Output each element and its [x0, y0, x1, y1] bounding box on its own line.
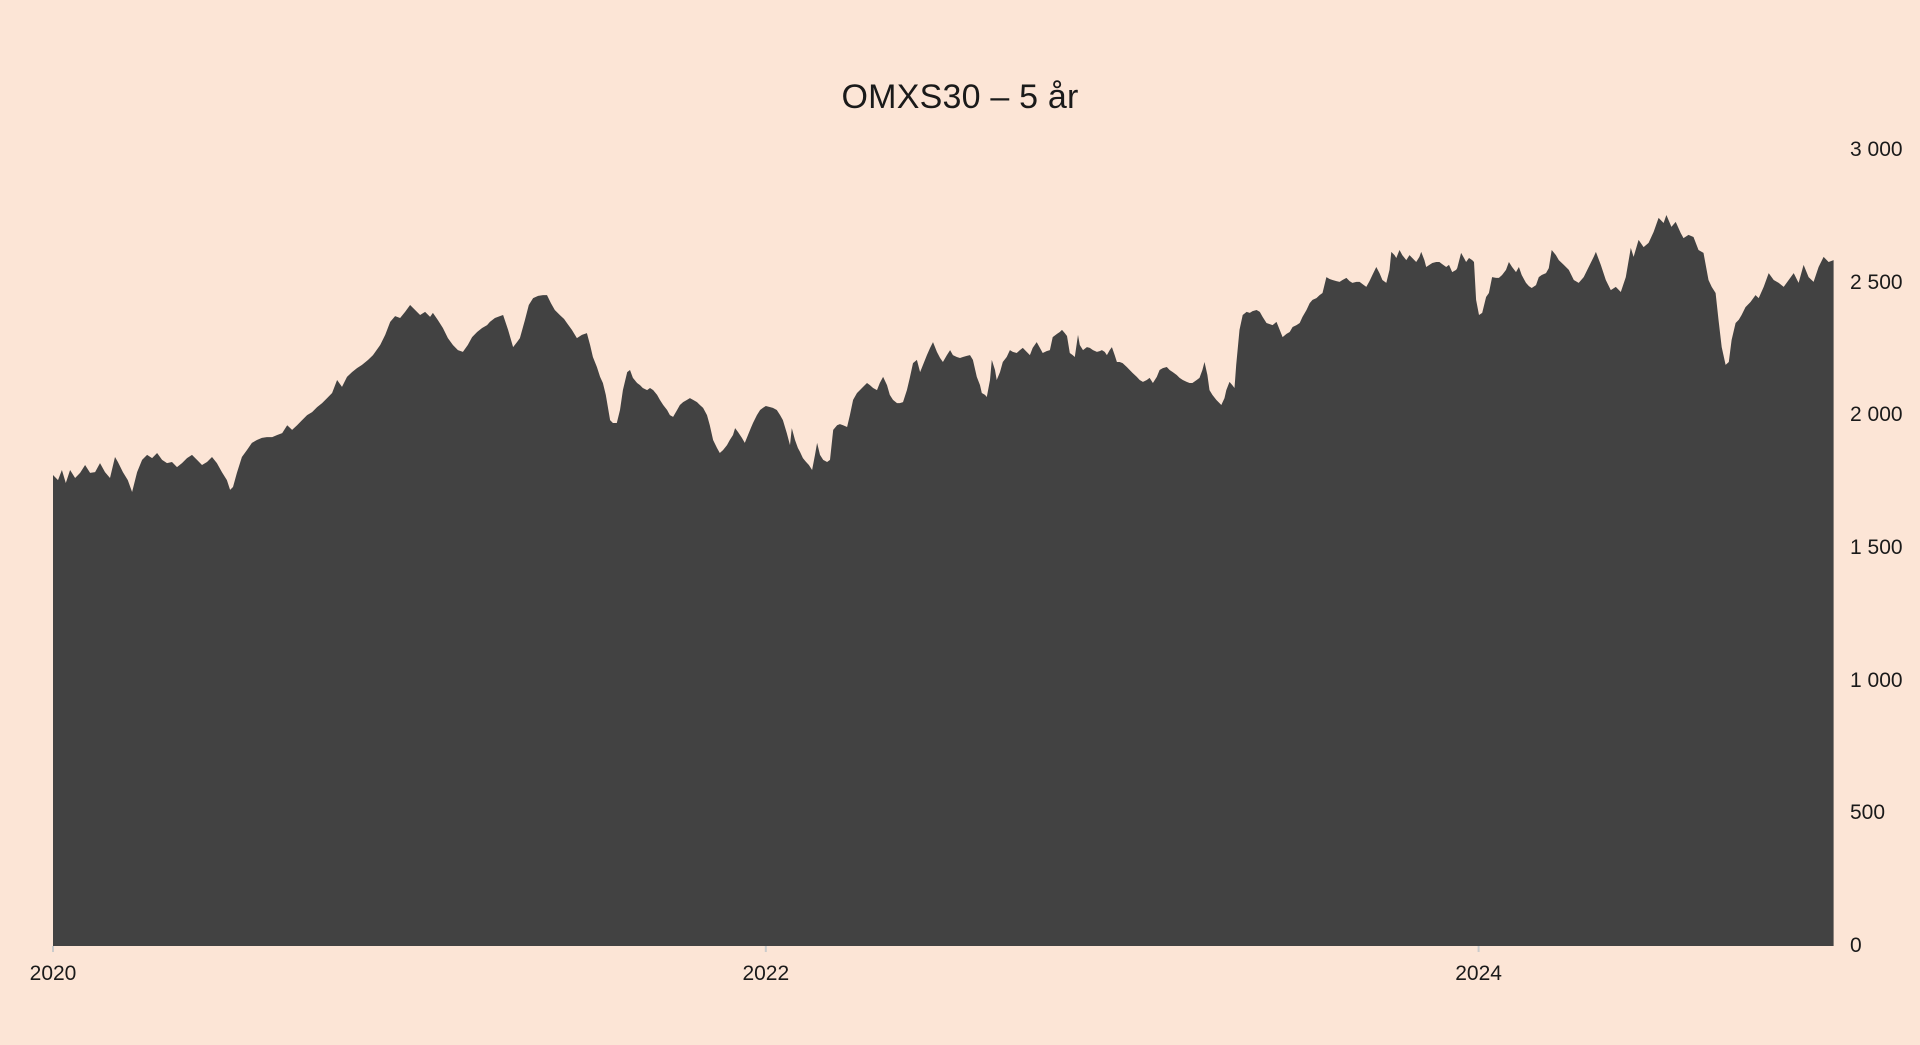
- x-axis-tick-mark: [764, 946, 767, 952]
- y-axis-tick-label: 2 500: [1850, 270, 1903, 294]
- x-axis-tick-label: 2024: [1455, 962, 1502, 985]
- y-axis-tick-label: 2 000: [1850, 403, 1903, 427]
- area-series-omxs30: [53, 215, 1834, 946]
- y-axis-tick-label: 1 000: [1850, 668, 1903, 692]
- y-axis-tick-label: 1 500: [1850, 536, 1903, 559]
- x-axis-tick-label: 2022: [742, 962, 790, 985]
- x-axis-tick-label: 2020: [29, 962, 77, 985]
- x-axis-tick-mark: [52, 946, 54, 952]
- y-axis-tick-label: 0: [1850, 934, 1862, 957]
- y-axis-tick-label: 3 000: [1850, 138, 1903, 161]
- x-axis-tick-marks: [52, 946, 1480, 952]
- y-axis-tick-label: 500: [1850, 801, 1886, 825]
- chart-title: OMXS30 – 5 år: [841, 78, 1079, 116]
- x-axis-tick-mark: [1477, 946, 1480, 952]
